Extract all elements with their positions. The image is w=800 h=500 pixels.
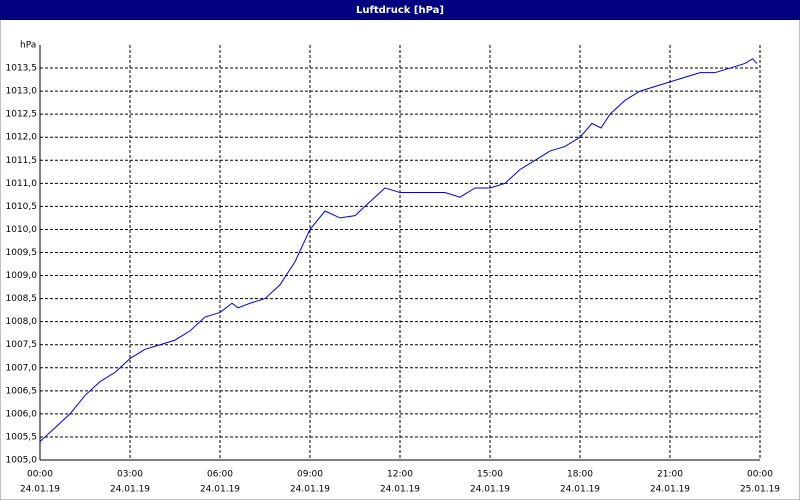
x-tick-label: 06:00: [207, 470, 233, 480]
x-tick-label: 12:00: [387, 470, 413, 480]
y-tick-label: 1009,5: [6, 248, 38, 258]
x-tick-date: 25.01.19: [740, 485, 780, 495]
y-tick-label: 1007,0: [6, 363, 38, 373]
y-tick-label: 1006,5: [6, 386, 38, 396]
y-tick-label: 1010,5: [6, 202, 38, 212]
y-tick-label: 1009,0: [6, 271, 38, 281]
chart-title: Luftdruck [hPa]: [356, 5, 444, 16]
x-tick-date: 24.01.19: [470, 485, 510, 495]
y-tick-label: 1011,5: [6, 156, 38, 166]
y-tick-label: 1013,0: [6, 87, 38, 97]
x-tick-date: 24.01.19: [290, 485, 330, 495]
data-line: [39, 58, 758, 442]
x-tick-label: 03:00: [117, 470, 143, 480]
y-tick-label: 1008,0: [6, 317, 38, 327]
title-bar: [0, 0, 800, 20]
y-tick-label: 1006,0: [6, 409, 38, 419]
y-tick-label: 1005,0: [6, 456, 38, 466]
x-tick-label: 18:00: [567, 470, 593, 480]
x-tick-date: 24.01.19: [20, 485, 60, 495]
y-tick-label: 1011,0: [6, 179, 38, 189]
y-tick-label: 1012,0: [6, 133, 38, 143]
x-tick-label: 09:00: [297, 470, 323, 480]
x-tick-date: 24.01.19: [560, 485, 600, 495]
x-tick-date: 24.01.19: [380, 485, 420, 495]
x-tick-date: 24.01.19: [200, 485, 240, 495]
x-tick-date: 24.01.19: [110, 485, 150, 495]
x-tick-label: 21:00: [657, 470, 683, 480]
x-tick-label: 00:00: [27, 470, 53, 480]
x-tick-date: 24.01.19: [650, 485, 690, 495]
y-tick-label: 1013,5: [6, 64, 38, 74]
y-tick-label: 1010,0: [6, 225, 38, 235]
y-tick-label: 1008,5: [6, 294, 38, 304]
x-tick-label: 00:00: [747, 470, 773, 480]
y-tick-label: 1012,5: [6, 110, 38, 120]
y-tick-label: 1005,5: [6, 432, 38, 442]
x-tick-label: 15:00: [477, 470, 503, 480]
y-axis-label: hPa: [20, 41, 36, 51]
y-tick-label: 1007,5: [6, 340, 38, 350]
